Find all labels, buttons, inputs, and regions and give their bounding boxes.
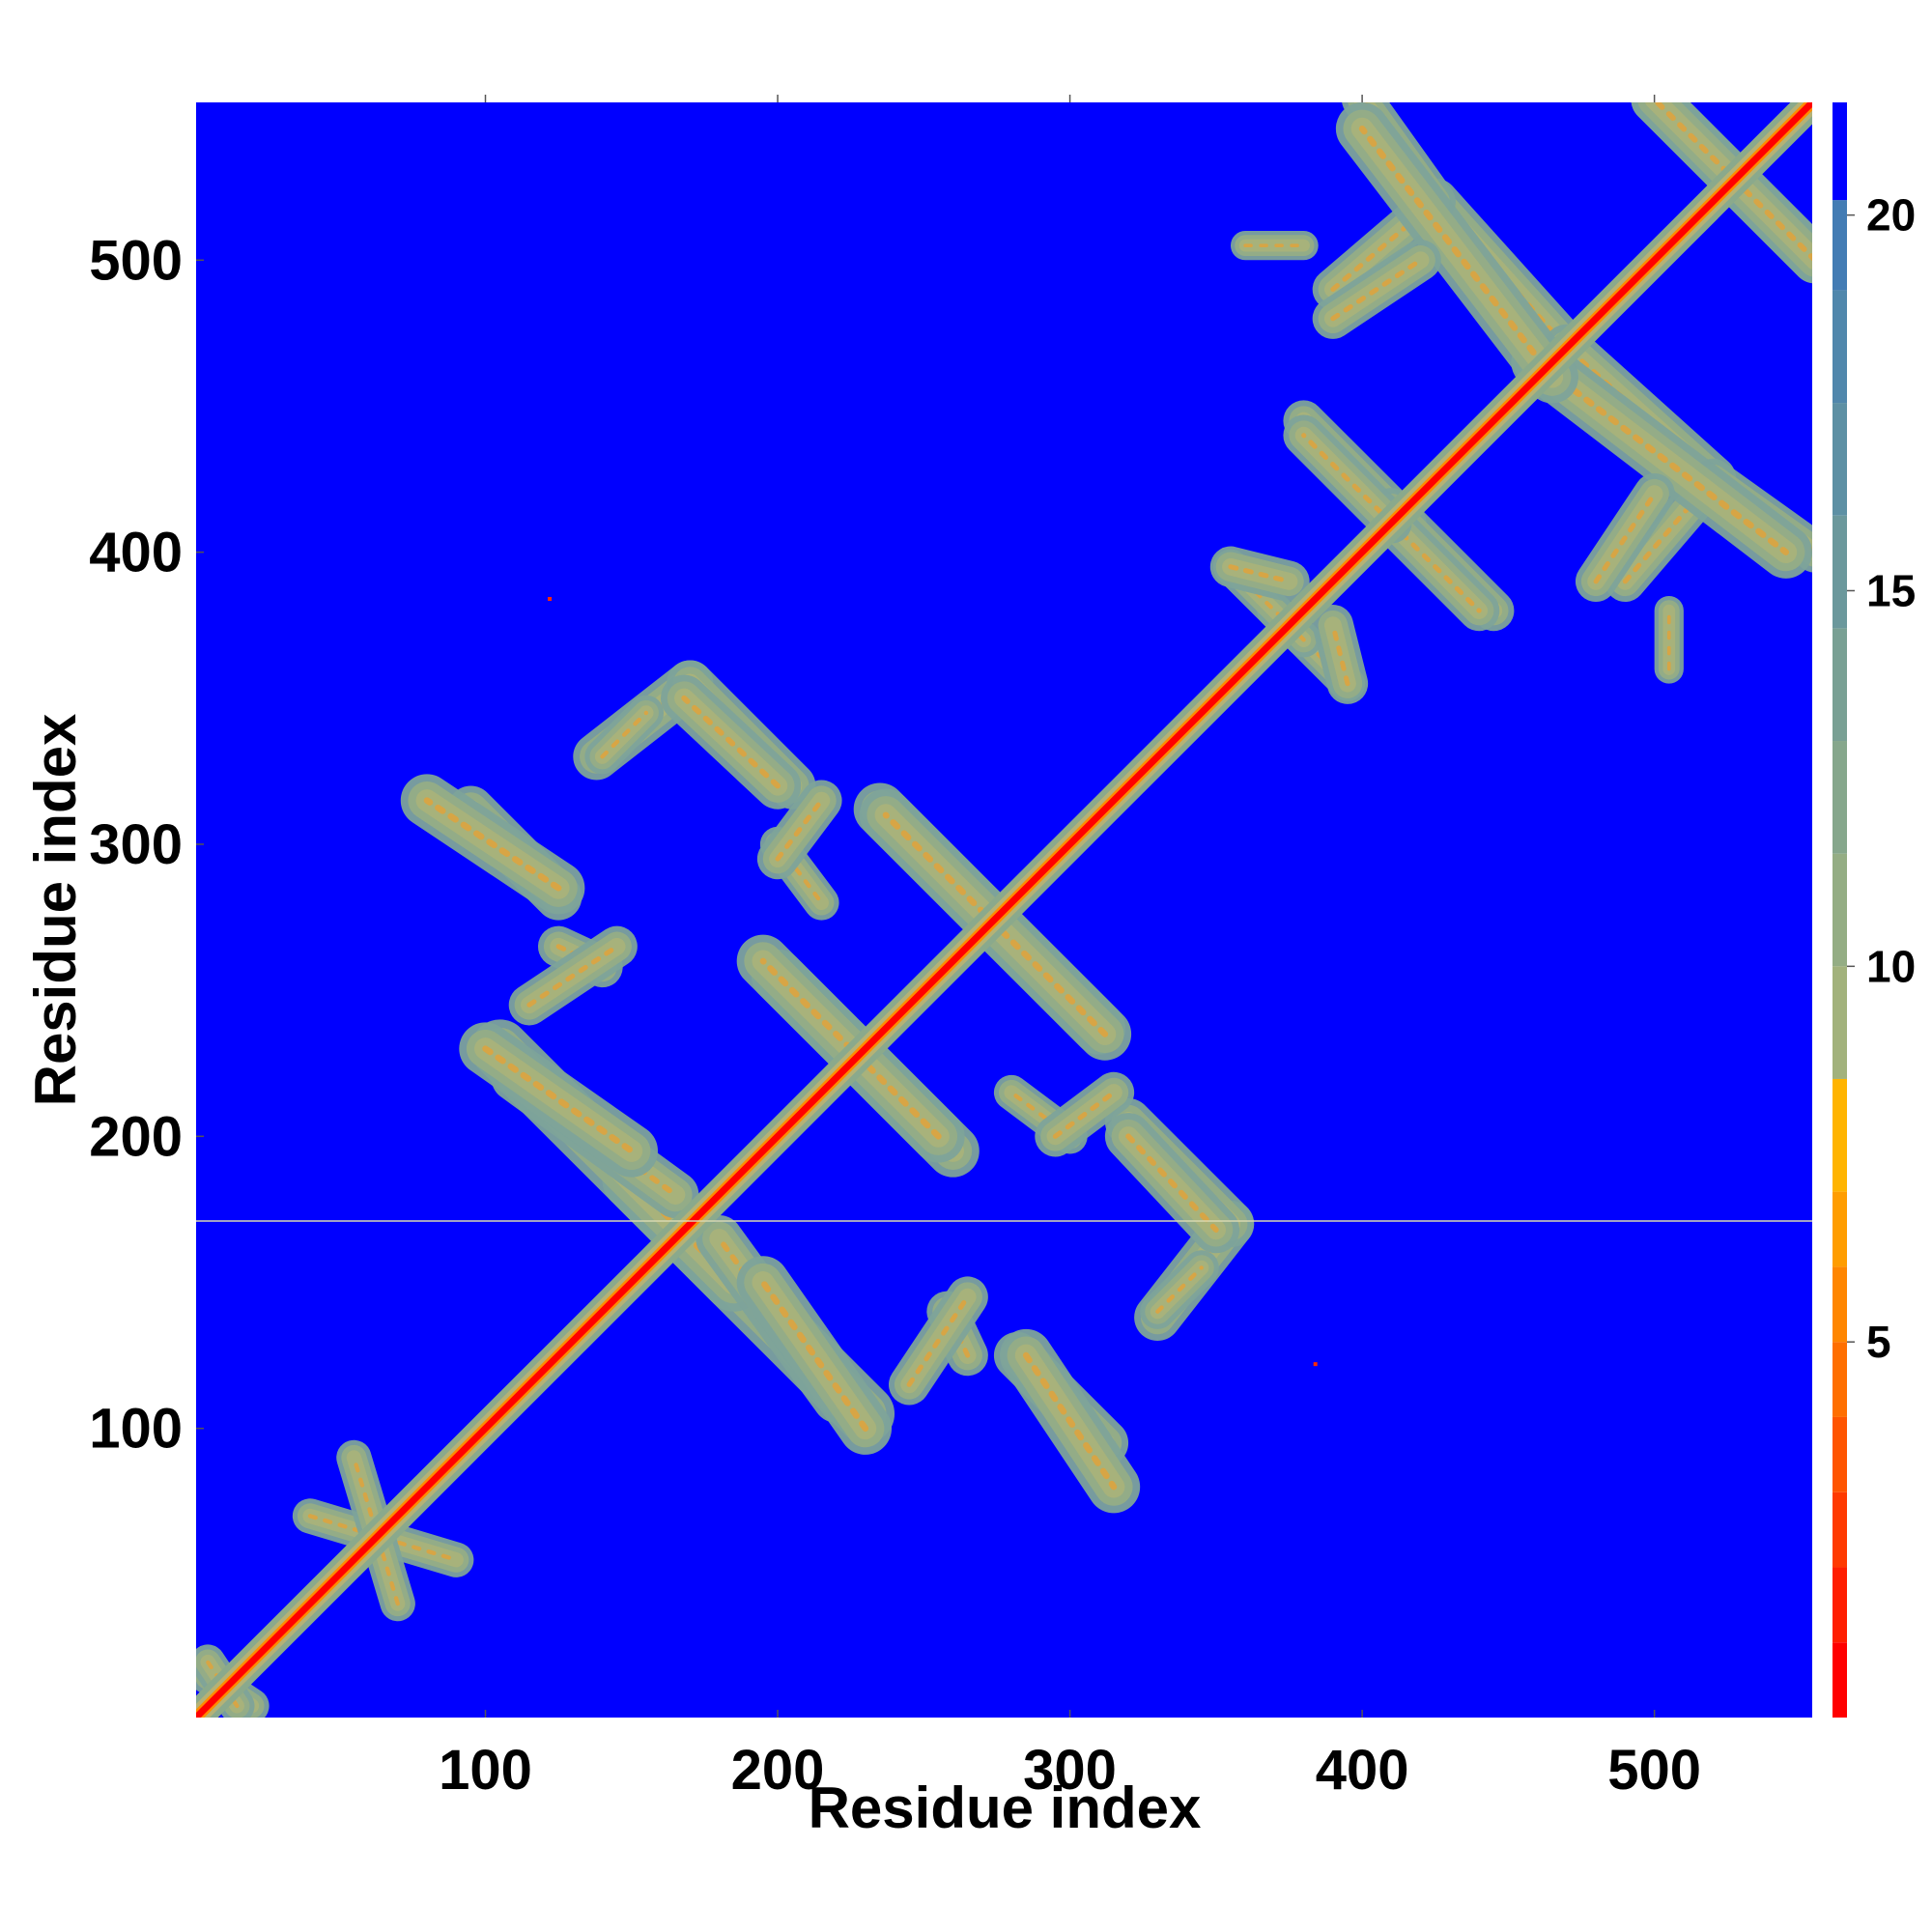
contact-band-mirror-14 — [584, 695, 665, 775]
contact-band-26 — [1575, 472, 1675, 603]
contact-band-mirror-13 — [756, 780, 842, 880]
y-tick-label: 200 — [89, 1105, 183, 1168]
contact-band-15 — [1104, 1113, 1240, 1254]
x-tick-label: 500 — [1607, 1739, 1701, 1802]
contact-band-mirror-26 — [1312, 240, 1441, 339]
colorbar-level-9 — [1833, 966, 1847, 1079]
colorbar: 5 10 15 20 — [1833, 102, 1916, 1718]
contact-band-25 — [1511, 335, 1812, 579]
colorbar-level-6 — [1833, 1266, 1847, 1343]
colorbar-tick-label: 10 — [1866, 941, 1916, 991]
colorbar-level-16 — [1833, 200, 1847, 291]
colorbar-tick-label: 20 — [1866, 190, 1916, 241]
contact-band-mirror-3 — [736, 1256, 893, 1455]
contact-band-mirror-11 — [508, 925, 638, 1026]
colorbar-level-1 — [1833, 1642, 1847, 1718]
x-tick-label: 100 — [439, 1739, 532, 1802]
contact-band-mirror-12 — [400, 774, 585, 915]
colorbar-tick-label: 15 — [1866, 565, 1916, 615]
contact-band-mirror-21 — [1283, 414, 1412, 544]
x-axis-title: Residue index — [809, 1776, 1202, 1840]
isolated-contact-1 — [548, 596, 553, 601]
contact-band-3 — [459, 1022, 659, 1178]
y-tick-label: 300 — [89, 813, 183, 876]
colorbar-level-8 — [1833, 1078, 1847, 1192]
x-tick-label: 200 — [731, 1739, 825, 1802]
colorbar-level-17 — [1833, 102, 1847, 201]
colorbar-level-2 — [1833, 1567, 1847, 1643]
x-tick-label: 400 — [1316, 1739, 1409, 1802]
x-axis: 100 200 300 400 500 — [439, 95, 1701, 1802]
colorbar-level-4 — [1833, 1416, 1847, 1492]
colorbar-level-3 — [1833, 1492, 1847, 1568]
y-axis-title: Residue index — [23, 714, 88, 1107]
colorbar-level-12 — [1833, 628, 1847, 742]
contact-band-21 — [1371, 502, 1500, 632]
heatmap-marks — [196, 102, 1812, 1718]
colorbar-level-7 — [1833, 1191, 1847, 1267]
y-tick-label: 400 — [89, 522, 183, 584]
diagonal-band — [196, 102, 1812, 1718]
colorbar-level-10 — [1833, 853, 1847, 967]
y-axis: 100 200 300 400 500 — [89, 229, 204, 1461]
colorbar-level-13 — [1833, 515, 1847, 629]
contact-band-14 — [1140, 1250, 1219, 1329]
contact-band-11 — [888, 1276, 988, 1406]
colorbar-level-11 — [1833, 741, 1847, 854]
colorbar-level-14 — [1833, 403, 1847, 516]
colorbar-tick-label: 5 — [1866, 1317, 1891, 1367]
colorbar-level-5 — [1833, 1342, 1847, 1417]
contact-band-mirror-19 — [1312, 605, 1369, 704]
x-tick-label: 300 — [1023, 1739, 1117, 1802]
contact-band-13 — [1035, 1071, 1135, 1157]
y-tick-label: 100 — [89, 1398, 183, 1461]
contact-band-19 — [1209, 546, 1310, 603]
contact-band-mirror-25 — [1335, 102, 1578, 404]
isolated-contact-2 — [1313, 1362, 1318, 1367]
y-tick-label: 500 — [89, 229, 183, 292]
contact-band-mirror-15 — [661, 674, 802, 810]
contact-band-12 — [999, 1328, 1141, 1514]
colorbar-level-15 — [1833, 290, 1847, 404]
